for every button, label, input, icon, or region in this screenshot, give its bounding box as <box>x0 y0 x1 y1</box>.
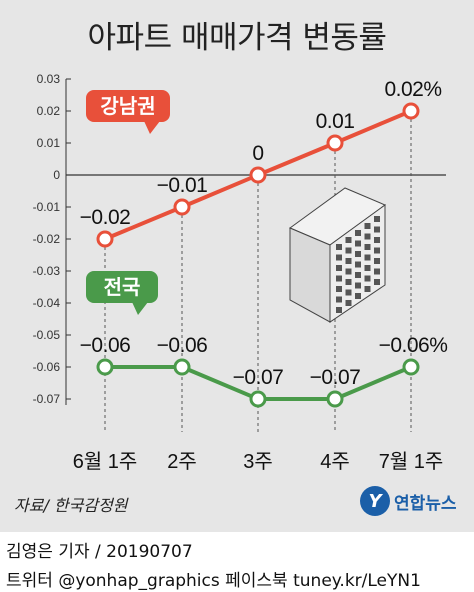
building-window <box>336 275 342 282</box>
building-window <box>364 233 371 240</box>
data-label: −0.01 <box>157 174 208 197</box>
yonhap-logo: Y 연합뉴스 <box>360 486 457 516</box>
data-label: −0.07 <box>233 366 284 389</box>
building-side <box>289 227 331 323</box>
building-window <box>355 240 361 247</box>
y-tick-label: -0.07 <box>33 392 61 406</box>
building-window <box>345 247 352 254</box>
data-label: 0.02% <box>384 78 441 101</box>
building-window <box>374 268 380 275</box>
building-window <box>345 268 352 275</box>
building-window <box>345 289 352 296</box>
line-chart: 0.03 0.02 0.01 0 -0.01 -0.02 -0.03 -0.04 -0.05 -0… <box>33 72 448 473</box>
data-point <box>96 358 114 376</box>
data-label: −0.06 <box>80 334 131 357</box>
credit-byline: 김영은 기자 / 20190707 <box>6 542 193 562</box>
building-window <box>345 237 352 243</box>
y-tick-label: -0.05 <box>33 328 61 342</box>
building-window <box>364 265 371 271</box>
building-window <box>336 286 342 292</box>
data-point <box>249 166 267 184</box>
x-tick-label: 4주 <box>320 451 350 473</box>
legend-badge-tail <box>132 302 148 315</box>
data-label: 0 <box>252 142 263 165</box>
building-window <box>355 230 361 236</box>
building-window <box>345 279 352 285</box>
source-note: 자료/ 한국감정원 <box>14 496 128 515</box>
data-point <box>249 390 267 408</box>
legend-label: 전국 <box>104 276 141 299</box>
y-tick-label: -0.02 <box>33 232 61 246</box>
building-window <box>336 296 342 303</box>
data-point <box>402 102 420 120</box>
data-point <box>326 390 344 408</box>
y-tick-label: 0 <box>53 168 60 182</box>
building-window <box>374 279 380 285</box>
building-window <box>345 300 352 306</box>
data-label: −0.06% <box>379 334 448 357</box>
apartment-building-icon <box>288 187 387 323</box>
y-tick-label: -0.03 <box>33 264 61 278</box>
building-window <box>355 261 361 268</box>
y-tick-label: -0.04 <box>33 296 61 310</box>
building-window <box>374 226 380 233</box>
building-window <box>345 258 352 264</box>
yonhap-logo-icon: Y <box>360 486 390 516</box>
building-window <box>364 286 371 292</box>
x-tick-label: 3주 <box>243 451 273 473</box>
building-window <box>364 275 371 282</box>
building-window <box>336 307 342 313</box>
legend-badge <box>86 90 170 122</box>
building-window <box>355 251 361 257</box>
data-point <box>96 230 114 248</box>
y-tick-label: 0.01 <box>37 136 61 150</box>
x-tick-label: 7월 1주 <box>379 450 444 473</box>
legend-badge-tail <box>144 121 160 134</box>
building-window <box>336 265 342 271</box>
chart-title: 아파트 매매가격 변동률 <box>87 20 387 56</box>
y-tick-label: 0.03 <box>37 72 61 86</box>
building-window <box>364 223 371 229</box>
legend-label: 강남권 <box>100 95 155 118</box>
building-window <box>336 244 342 250</box>
legend-badge <box>86 271 158 303</box>
building-window <box>355 293 361 299</box>
data-label: −0.07 <box>310 366 361 389</box>
building-window <box>355 272 361 278</box>
yonhap-logo-text: 연합뉴스 <box>394 493 457 514</box>
data-point <box>402 358 420 376</box>
x-tick-label: 2주 <box>167 451 197 473</box>
building-window <box>336 254 342 261</box>
building-window <box>374 216 380 222</box>
x-tick-label: 6월 1주 <box>73 450 138 473</box>
building-window <box>364 254 371 261</box>
data-point <box>326 134 344 152</box>
data-point <box>173 198 191 216</box>
y-tick-label: -0.01 <box>33 200 61 214</box>
building-window <box>355 282 361 289</box>
building-window <box>374 247 380 254</box>
y-tick-label: -0.06 <box>33 360 61 374</box>
building-window <box>374 258 380 264</box>
data-label: 0.01 <box>316 110 355 133</box>
data-label: −0.02 <box>80 206 131 229</box>
chart-card <box>0 0 474 532</box>
credit-social: 트위터 @yonhap_graphics 페이스북 tuney.kr/LeYN1 <box>6 571 421 591</box>
y-tick-label: 0.02 <box>37 104 61 118</box>
building-window <box>374 237 380 243</box>
building-window <box>364 244 371 250</box>
data-point <box>173 358 191 376</box>
data-label: −0.06 <box>157 334 208 357</box>
